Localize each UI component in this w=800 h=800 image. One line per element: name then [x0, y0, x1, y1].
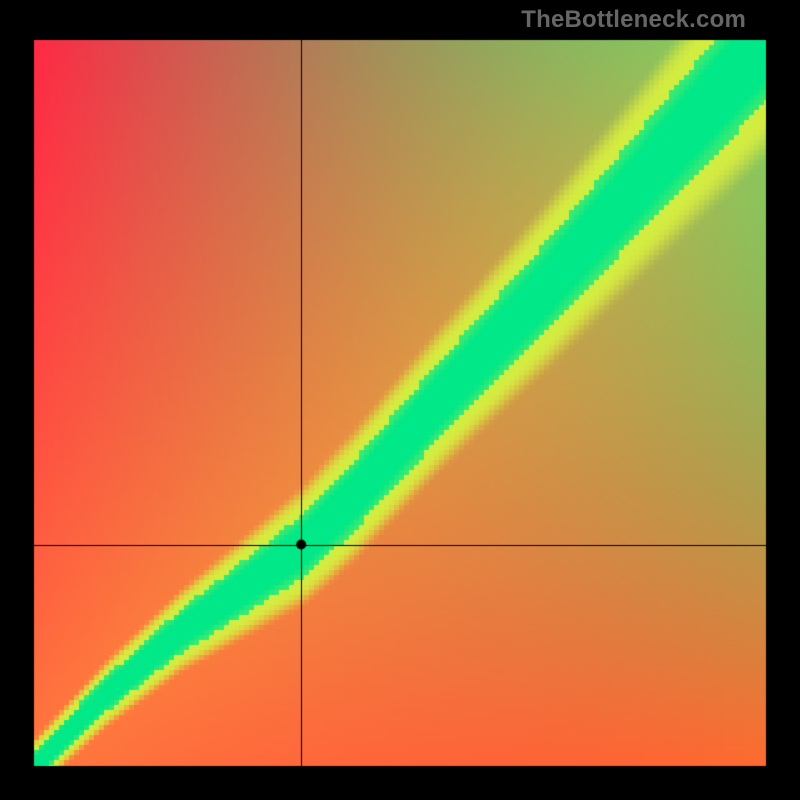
- attribution-label: TheBottleneck.com: [521, 6, 746, 34]
- chart-container: TheBottleneck.com: [0, 0, 800, 800]
- bottleneck-heatmap: [0, 0, 800, 800]
